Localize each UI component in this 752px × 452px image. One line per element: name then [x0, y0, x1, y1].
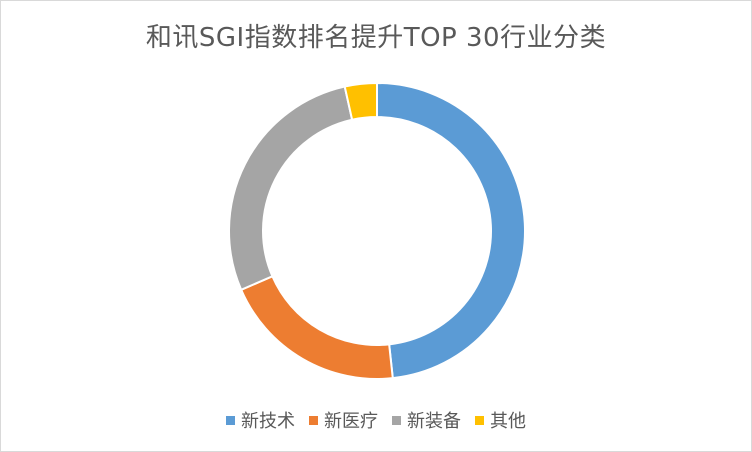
legend-swatch [309, 415, 318, 425]
legend-item: 新装备 [392, 407, 461, 433]
donut-slice-3 [228, 85, 354, 292]
legend-swatch [392, 415, 401, 425]
chart-title: 和讯SGI指数排名提升TOP 30行业分类 [145, 23, 607, 53]
legend-label: 其他 [490, 411, 526, 432]
legend-item: 新医疗 [309, 407, 378, 433]
legend-swatch [226, 415, 235, 425]
legend: 新技术 新医疗 新装备 其他 [1, 407, 751, 433]
donut-slice-1 [376, 81, 526, 380]
donut-slices [228, 81, 526, 380]
donut-slice-4 [343, 81, 378, 121]
legend-item: 新技术 [226, 407, 295, 433]
legend-swatch [475, 415, 484, 425]
legend-label: 新技术 [241, 411, 295, 432]
donut-slice-2 [239, 274, 394, 380]
legend-label: 新装备 [407, 411, 461, 432]
legend-label: 新医疗 [324, 411, 378, 432]
legend-item: 其他 [475, 407, 526, 433]
